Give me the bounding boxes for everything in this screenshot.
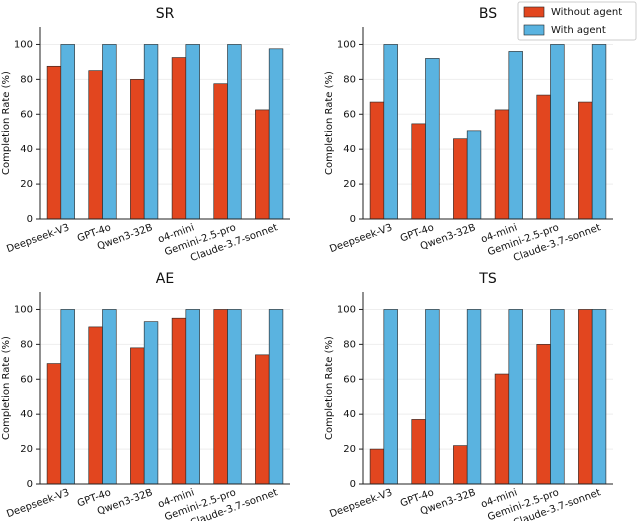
y-tick-label: 0 <box>27 214 33 225</box>
y-tick-label: 100 <box>337 39 356 50</box>
bar <box>536 94 551 220</box>
y-tick-label: 100 <box>337 304 356 315</box>
bar <box>171 317 187 485</box>
y-tick-label: 80 <box>20 339 33 350</box>
y-tick-label: 40 <box>343 409 356 420</box>
bar <box>591 44 607 220</box>
bar <box>255 109 270 220</box>
y-axis-label: Completion Rate (%) <box>1 71 12 175</box>
bar <box>536 344 551 485</box>
bar <box>578 309 593 485</box>
bar <box>411 419 426 485</box>
y-tick-label: 60 <box>20 109 33 120</box>
bar <box>508 309 523 485</box>
chart-title: AE <box>156 271 174 287</box>
y-tick-label: 100 <box>14 304 33 315</box>
y-tick-label: 40 <box>20 144 33 155</box>
bar <box>453 138 468 220</box>
bar <box>185 44 200 220</box>
bar <box>508 51 523 220</box>
legend-swatch <box>523 24 545 36</box>
y-tick-label: 20 <box>20 179 33 190</box>
bar <box>227 44 242 220</box>
bar <box>102 309 117 485</box>
y-tick-label: 80 <box>343 74 356 85</box>
legend-label: With agent <box>551 25 606 36</box>
bar <box>383 44 398 220</box>
bar <box>171 57 187 220</box>
bar <box>60 309 75 485</box>
y-tick-label: 20 <box>20 444 33 455</box>
bar <box>255 354 270 485</box>
x-tick-label: Deepseek-V3 <box>5 222 71 255</box>
y-tick-label: 40 <box>343 144 356 155</box>
chart-title: SR <box>156 6 175 22</box>
bar <box>591 309 607 485</box>
bar <box>130 347 145 485</box>
bar <box>60 44 75 220</box>
bar <box>268 309 284 485</box>
legend-swatch <box>523 6 545 18</box>
y-tick-label: 40 <box>20 409 33 420</box>
bar <box>185 309 200 485</box>
y-axis-label: Completion Rate (%) <box>324 336 335 440</box>
chart-title: BS <box>479 6 497 22</box>
bar <box>494 109 510 220</box>
bar <box>466 130 482 220</box>
bar <box>425 309 440 485</box>
bar <box>578 101 593 220</box>
y-tick-label: 0 <box>350 214 356 225</box>
bar <box>550 44 565 220</box>
x-tick-label: Deepseek-V3 <box>328 487 394 520</box>
legend-label: Without agent <box>551 7 622 18</box>
x-tick-label: Deepseek-V3 <box>328 222 394 255</box>
y-tick-label: 100 <box>14 39 33 50</box>
bar <box>213 83 228 220</box>
bar <box>425 58 440 220</box>
bar <box>227 309 242 485</box>
bar <box>143 321 159 485</box>
bar <box>383 309 398 485</box>
y-axis-label: Completion Rate (%) <box>324 71 335 175</box>
x-tick-label: Deepseek-V3 <box>5 487 71 520</box>
bar <box>102 44 117 220</box>
y-tick-label: 0 <box>350 479 356 490</box>
y-tick-label: 20 <box>343 179 356 190</box>
bar <box>550 309 565 485</box>
bar <box>213 309 228 485</box>
bar <box>143 44 159 220</box>
bar <box>130 79 145 220</box>
y-tick-label: 80 <box>343 339 356 350</box>
bar <box>411 123 426 220</box>
y-tick-label: 60 <box>343 374 356 385</box>
y-axis-label: Completion Rate (%) <box>1 336 12 440</box>
bar <box>369 448 385 485</box>
legend-box <box>517 1 637 41</box>
bar <box>369 101 385 220</box>
bar <box>453 445 468 485</box>
bar <box>268 48 284 220</box>
y-tick-label: 60 <box>20 374 33 385</box>
y-tick-label: 80 <box>20 74 33 85</box>
bar <box>46 363 62 485</box>
y-tick-label: 20 <box>343 444 356 455</box>
chart-title: TS <box>478 271 497 287</box>
bar <box>46 65 62 220</box>
bar <box>88 70 103 220</box>
bar <box>88 326 103 485</box>
y-tick-label: 60 <box>343 109 356 120</box>
bar <box>494 373 510 485</box>
bar <box>466 309 482 485</box>
y-tick-label: 0 <box>27 479 33 490</box>
